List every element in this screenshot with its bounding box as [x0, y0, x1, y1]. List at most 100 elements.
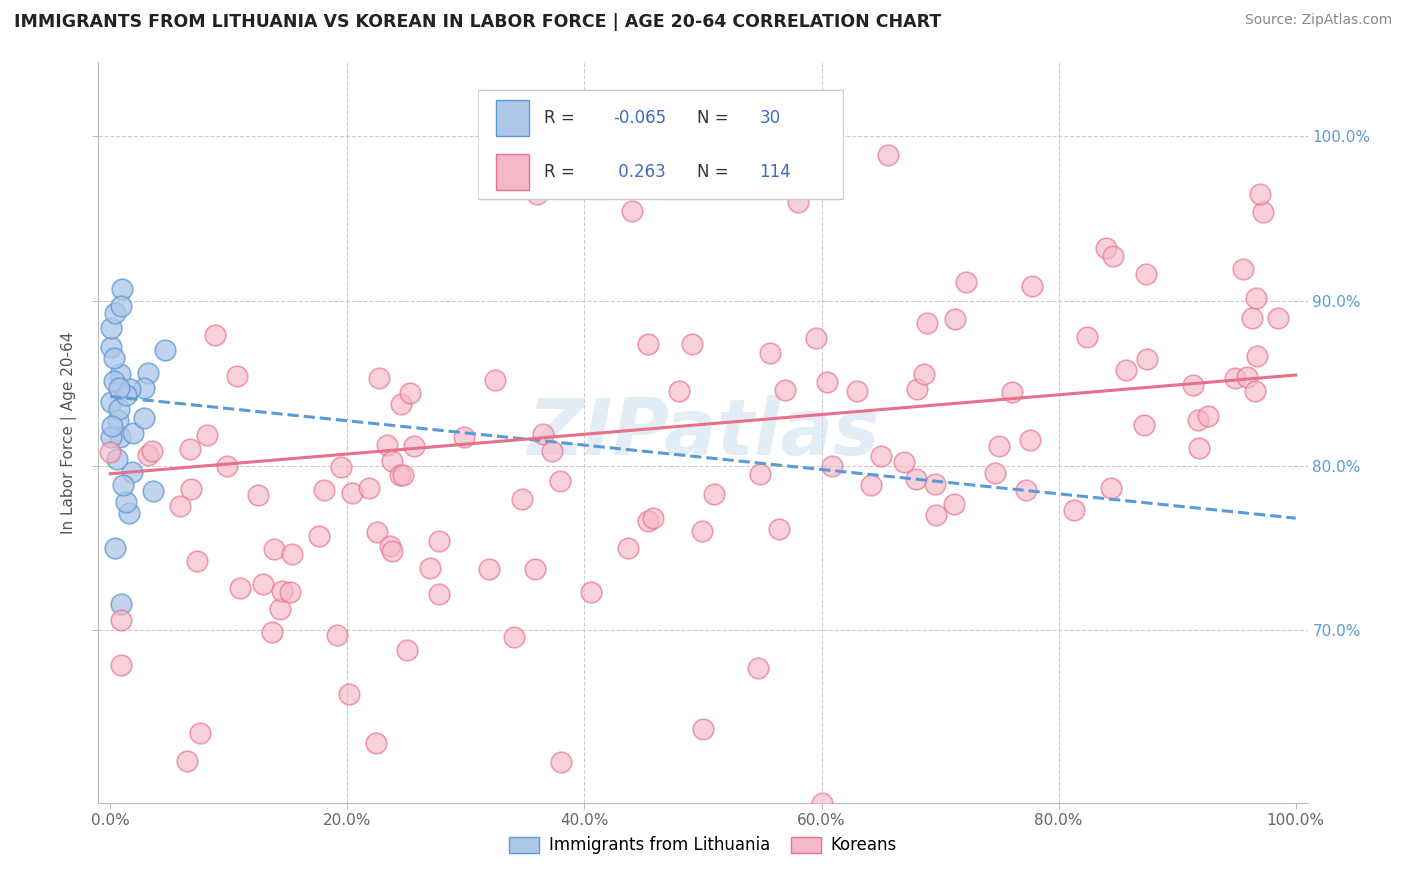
Point — [367, 371, 389, 385]
Point — [381, 544, 404, 558]
Point — [943, 497, 966, 511]
Point — [108, 402, 131, 417]
Point — [340, 486, 363, 500]
Point — [1136, 352, 1159, 367]
Point — [1001, 385, 1024, 400]
Point — [357, 481, 380, 495]
Point — [136, 448, 159, 462]
Point — [870, 449, 893, 463]
Point — [392, 468, 415, 483]
Point — [271, 583, 294, 598]
Point — [617, 541, 640, 555]
Text: R =: R = — [544, 162, 575, 181]
Point — [337, 687, 360, 701]
Point — [118, 382, 141, 396]
Point — [821, 459, 844, 474]
Point — [104, 541, 127, 555]
Point — [1076, 330, 1098, 344]
Point — [278, 585, 301, 599]
Point — [1135, 267, 1157, 281]
Point — [510, 492, 533, 507]
Point — [110, 299, 132, 313]
Point — [1101, 481, 1123, 495]
Text: N =: N = — [697, 109, 728, 128]
Point — [579, 584, 602, 599]
FancyBboxPatch shape — [478, 90, 844, 200]
Point — [134, 410, 156, 425]
Point — [375, 438, 398, 452]
Point — [1197, 409, 1219, 423]
Point — [1133, 417, 1156, 432]
Point — [484, 373, 506, 387]
Point — [366, 524, 388, 539]
Point — [380, 539, 402, 553]
Point — [690, 524, 713, 539]
Point — [620, 203, 643, 218]
Point — [1015, 483, 1038, 497]
Point — [260, 625, 283, 640]
Point — [252, 576, 274, 591]
Point — [204, 328, 226, 343]
Point — [142, 483, 165, 498]
Point — [103, 374, 125, 388]
Point — [943, 312, 966, 326]
Point — [681, 337, 703, 351]
FancyBboxPatch shape — [496, 100, 529, 136]
Point — [859, 478, 882, 492]
Legend: Immigrants from Lithuania, Koreans: Immigrants from Lithuania, Koreans — [502, 830, 904, 861]
Point — [399, 385, 422, 400]
Point — [389, 467, 412, 482]
Point — [1267, 310, 1289, 325]
Point — [107, 413, 129, 427]
Point — [153, 343, 176, 358]
Point — [281, 547, 304, 561]
Point — [453, 430, 475, 444]
Point — [815, 375, 838, 389]
Point — [550, 755, 572, 769]
Point — [1187, 413, 1209, 427]
Point — [308, 529, 330, 543]
Point — [987, 439, 1010, 453]
Point — [419, 561, 441, 575]
Point — [804, 331, 827, 345]
Point — [703, 487, 725, 501]
Point — [1063, 503, 1085, 517]
Point — [98, 445, 121, 459]
Point — [404, 439, 426, 453]
Point — [115, 495, 138, 509]
Point — [312, 483, 335, 498]
Point — [637, 514, 659, 528]
Point — [108, 367, 131, 381]
Point — [195, 427, 218, 442]
Point — [1236, 370, 1258, 384]
Point — [1240, 311, 1263, 326]
Point — [531, 427, 554, 442]
Point — [110, 657, 132, 672]
Point — [668, 384, 690, 399]
Point — [810, 796, 832, 810]
Point — [1232, 262, 1254, 277]
Point — [1115, 363, 1137, 377]
Point — [786, 195, 808, 210]
Point — [643, 511, 665, 525]
Point — [179, 442, 201, 456]
Text: 30: 30 — [759, 109, 780, 128]
Point — [692, 722, 714, 736]
Point — [1021, 278, 1043, 293]
Point — [877, 147, 900, 161]
Point — [329, 460, 352, 475]
Point — [105, 452, 128, 467]
Point — [749, 467, 772, 482]
Text: -0.065: -0.065 — [613, 109, 666, 128]
Point — [637, 336, 659, 351]
Point — [115, 388, 138, 402]
Point — [381, 454, 404, 468]
Point — [1244, 291, 1267, 305]
Point — [548, 474, 571, 488]
Point — [180, 482, 202, 496]
Point — [122, 426, 145, 441]
Point — [526, 187, 548, 202]
Point — [1249, 187, 1271, 202]
Point — [478, 562, 501, 576]
Point — [101, 418, 124, 433]
